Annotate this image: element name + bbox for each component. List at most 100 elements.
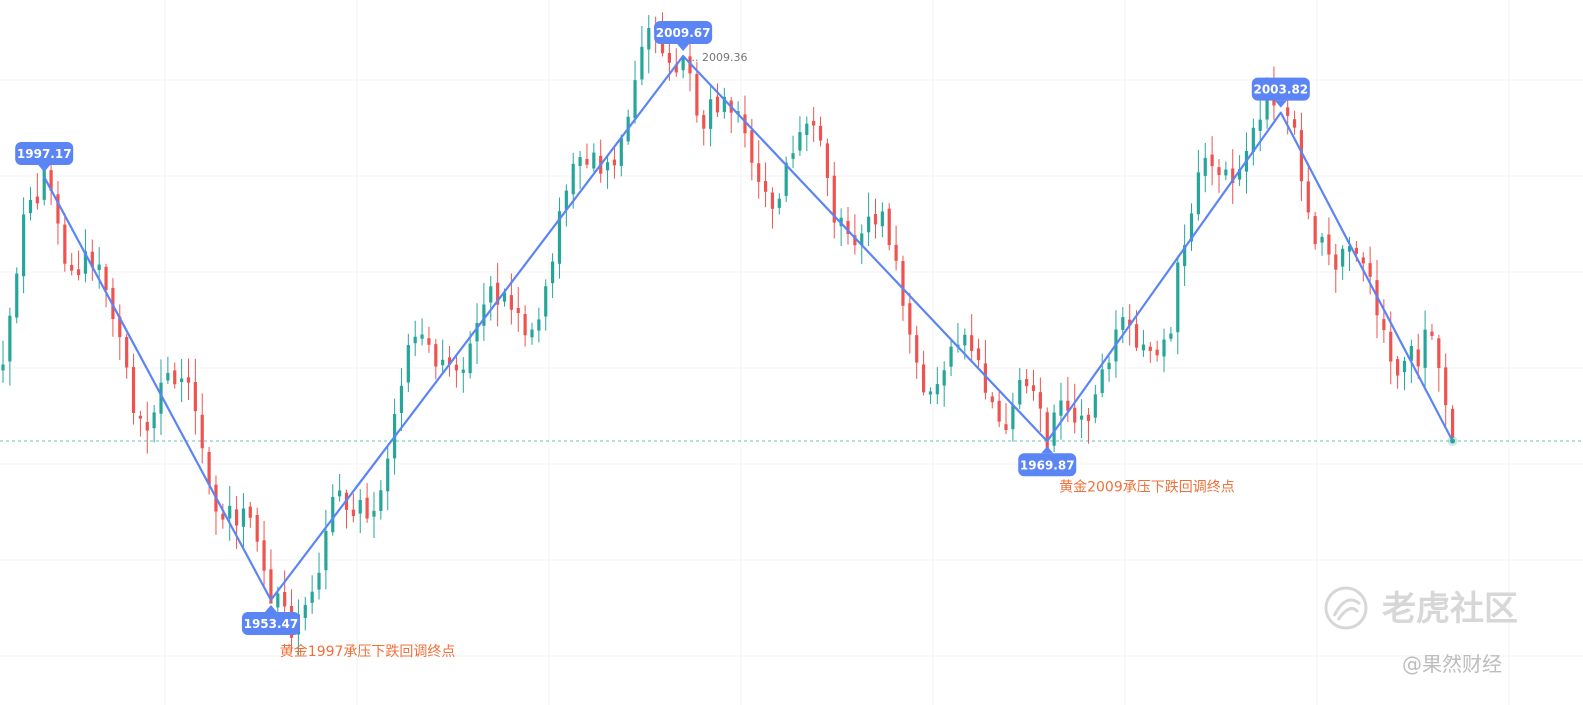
zigzag-line — [43, 54, 1454, 602]
candle-body — [372, 510, 376, 517]
candle-body — [667, 52, 671, 63]
candle-body — [159, 382, 163, 414]
pivot-label-3: 1969.87 — [1018, 446, 1077, 477]
candle-body — [1169, 333, 1173, 339]
candle-body — [1011, 404, 1015, 430]
candle-body — [49, 170, 53, 191]
candle-body — [1292, 119, 1297, 128]
candle-body — [1224, 169, 1228, 176]
candle-body — [1086, 414, 1091, 421]
candle-body — [1093, 394, 1097, 418]
candle-body — [887, 208, 891, 246]
candle-body — [983, 363, 988, 393]
candle-body — [1368, 263, 1372, 277]
pivot-bubble — [654, 21, 713, 44]
candle-body — [997, 400, 1001, 422]
candle-body — [1354, 247, 1358, 254]
candle-body — [1121, 317, 1125, 330]
candle-body — [496, 282, 500, 305]
candle-body — [310, 591, 314, 603]
candle-body — [1038, 392, 1042, 409]
candle-body — [990, 396, 994, 403]
candle-body — [186, 377, 191, 383]
candle-body — [1073, 407, 1077, 423]
candle-body — [791, 153, 795, 159]
candle-body — [1258, 119, 1262, 131]
candle-body — [942, 370, 946, 386]
candle-body — [592, 152, 596, 169]
candle-body — [557, 211, 562, 264]
watermark-author: @果然财经 — [1402, 652, 1502, 676]
candle-body — [420, 334, 424, 339]
candle-body — [1334, 254, 1338, 270]
candle-body — [544, 286, 548, 317]
candle-body — [743, 114, 747, 134]
candle-body — [709, 99, 713, 129]
candle-body — [1148, 346, 1152, 351]
candle-body — [763, 181, 768, 192]
candle-body — [818, 125, 823, 141]
candle-body — [853, 235, 857, 246]
candle-body — [1004, 424, 1008, 431]
current-price-marker — [0, 435, 1583, 446]
candle-body — [1059, 400, 1063, 416]
candle-body — [1155, 349, 1159, 356]
candle-body — [894, 244, 898, 261]
candle-body — [578, 157, 582, 167]
price-tag-label: ... 2009.36 — [688, 51, 747, 64]
candle-body — [1444, 367, 1448, 406]
candle-body — [22, 214, 26, 277]
candle-body — [15, 273, 19, 318]
candle-body — [1361, 257, 1365, 264]
candle-body — [1025, 379, 1029, 387]
candle-body — [1402, 360, 1407, 373]
candle-body — [571, 163, 575, 195]
candle-body — [1217, 167, 1221, 176]
candle-body — [647, 28, 651, 50]
candle-body — [1162, 339, 1166, 357]
candle-body — [1210, 154, 1214, 167]
candle-body — [241, 508, 246, 527]
candle-body — [1134, 324, 1139, 348]
candle-body — [276, 593, 280, 608]
candle-body — [365, 497, 369, 519]
candle-body — [434, 344, 438, 367]
pivot-bubble — [1018, 453, 1077, 477]
candle-body — [200, 414, 204, 449]
candle-body — [1238, 169, 1242, 180]
candle-body — [1128, 319, 1132, 326]
pivot-bubble-pointer — [38, 164, 51, 172]
candle-body — [56, 194, 60, 224]
candle-body — [1320, 236, 1324, 243]
candle-body — [207, 451, 211, 485]
candle-body — [406, 345, 410, 383]
candle-body — [695, 73, 699, 116]
candle-body — [1327, 234, 1331, 255]
candle-body — [427, 338, 431, 345]
candle-body — [832, 175, 836, 223]
candle-body — [867, 216, 871, 233]
candle-body — [605, 162, 610, 171]
candle-body — [1341, 248, 1345, 267]
candle-body — [612, 159, 617, 166]
candle-body — [1299, 130, 1304, 182]
candle-body — [1107, 362, 1111, 370]
pivot-price-label: 2009.67 — [656, 26, 711, 40]
watermark: 老虎社区 @果然财经 — [1324, 586, 1518, 676]
candle-body — [255, 514, 259, 542]
candle-body — [777, 198, 781, 208]
candle-body — [1, 364, 5, 371]
candle-body — [949, 346, 953, 367]
pivot-label-4: 2003.82 — [1251, 77, 1310, 108]
candle-body — [1018, 380, 1022, 405]
candle-body — [1183, 245, 1187, 267]
candle-body — [35, 196, 39, 204]
candle-body — [234, 509, 239, 526]
pivot-label-1: 1953.47 — [241, 605, 300, 635]
watermark-title: 老虎社区 — [1382, 589, 1518, 629]
candle-body — [399, 385, 404, 413]
candle-body — [750, 130, 754, 163]
candle-body — [83, 251, 88, 274]
candle-body — [585, 158, 589, 165]
